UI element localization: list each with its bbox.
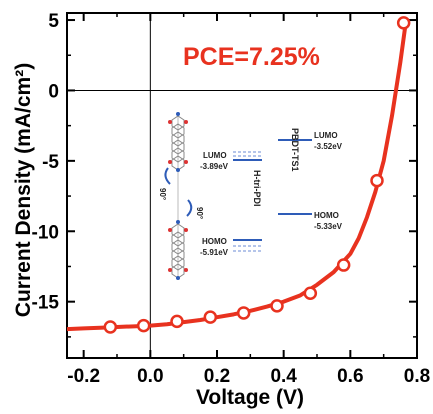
y-tick-label: -15: [32, 293, 60, 314]
atom-o: [184, 120, 188, 124]
left-lumo-value: -3.89eV: [200, 162, 229, 171]
right-material-name: PBDT-TS1: [290, 128, 300, 172]
ring-shape: [171, 139, 185, 155]
x-tick-label: -0.2: [67, 366, 100, 387]
atom-n: [176, 276, 180, 280]
data-point: [303, 286, 318, 300]
ring-shape: [171, 231, 185, 247]
data-point: [370, 173, 384, 188]
ring-shape: [171, 255, 185, 271]
y-tick-label: 0: [48, 81, 59, 102]
ring-shape: [171, 123, 185, 139]
atom-o: [168, 228, 172, 232]
axes: -0.2 0.0 0.2 0.4 0.6 0.8 5 0 -5 -10 -15: [32, 11, 431, 387]
ring-shape: [171, 239, 185, 255]
left-homo-label: HOMO: [202, 237, 227, 246]
left-lumo-label: LUMO: [203, 151, 227, 160]
atom-o: [168, 120, 172, 124]
zero-reference-lines: [67, 13, 417, 358]
molecule-drawing: 90° 90°: [158, 112, 204, 280]
atom-o: [168, 268, 172, 272]
ring-shape: [171, 155, 185, 171]
molecule-bottom-fragment: [168, 220, 188, 280]
data-point: [170, 314, 184, 329]
x-tick-label: 0.4: [270, 366, 297, 387]
data-point: [203, 310, 218, 324]
y-axis-label: Current Density (mA/cm²): [12, 63, 35, 317]
left-homo-value: -5.91eV: [200, 248, 229, 257]
series-layer: [66, 16, 411, 334]
energy-level-inset: 90° 90° LUMO -3.89eV HOMO -5.91eV H-tri-…: [158, 98, 358, 298]
x-tick-label: 0.0: [137, 366, 163, 387]
y-tick-label: 5: [48, 11, 59, 32]
atom-n: [176, 168, 180, 172]
atom-o: [184, 228, 188, 232]
plot-frame: [66, 12, 418, 359]
right-lumo-label: LUMO: [314, 131, 338, 140]
right-lumo-value: -3.52eV: [314, 142, 343, 151]
pce-annotation: PCE=7.25%: [183, 43, 320, 71]
left-material-name: H-tri-PDI: [252, 170, 262, 207]
energy-levels: [233, 139, 312, 252]
data-point: [103, 320, 118, 334]
rotation-arrow-top-icon: [164, 167, 171, 185]
right-homo-label: HOMO: [314, 211, 339, 220]
angle-label-top: 90°: [158, 188, 167, 200]
ring-shape: [171, 247, 185, 263]
rotation-arrow-bottom-icon: [186, 199, 193, 217]
atom-o: [184, 160, 188, 164]
data-point: [336, 258, 351, 272]
right-homo-value: -5.33eV: [314, 222, 343, 231]
angle-label-bottom: 90°: [195, 207, 204, 219]
molecule-top-fragment: [168, 112, 188, 172]
y-tick-label: -5: [42, 152, 59, 173]
data-point: [270, 299, 284, 313]
x-tick-label: 0.8: [404, 366, 430, 387]
x-tick-label: 0.2: [204, 366, 230, 387]
x-tick-label: 0.6: [337, 366, 363, 387]
ring-shape: [171, 131, 185, 147]
atom-n: [176, 112, 180, 116]
x-axis-label: Voltage (V): [196, 386, 304, 409]
ring-shape: [171, 263, 185, 279]
data-point: [236, 306, 251, 320]
atom-n: [176, 220, 180, 224]
atom-o: [168, 160, 172, 164]
data-point: [136, 318, 151, 333]
atom-o: [184, 268, 188, 272]
y-tick-label: -10: [32, 222, 59, 243]
data-point: [396, 16, 411, 30]
jv-curve: [66, 25, 408, 332]
ring-shape: [171, 147, 185, 163]
inset-background: [158, 98, 358, 298]
